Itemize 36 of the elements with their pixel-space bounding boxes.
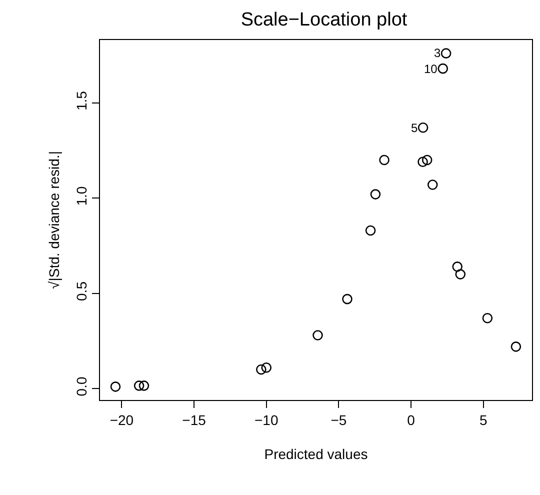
x-axis-title: Predicted values bbox=[264, 446, 368, 462]
y-axis-title: √|Std. deviance resid.| bbox=[46, 151, 62, 289]
y-tick-label: 0.0 bbox=[73, 376, 90, 396]
point bbox=[110, 382, 121, 392]
point bbox=[455, 269, 466, 280]
point bbox=[138, 380, 150, 391]
point bbox=[427, 180, 438, 190]
x-tick-label: −5 bbox=[330, 412, 347, 428]
annotation: 5 bbox=[411, 121, 418, 135]
y-tick-label: 0.5 bbox=[73, 281, 90, 301]
point bbox=[342, 294, 352, 304]
chart-title: Scale−Location plot bbox=[240, 10, 408, 31]
y-tick-label: 1.5 bbox=[73, 90, 90, 110]
point bbox=[134, 380, 144, 391]
x-tick-label: 0 bbox=[407, 412, 416, 428]
annotation: 10 bbox=[424, 62, 438, 76]
point bbox=[261, 362, 272, 373]
point bbox=[438, 63, 448, 74]
point bbox=[370, 189, 381, 200]
point bbox=[365, 225, 376, 236]
point bbox=[422, 154, 432, 166]
point bbox=[418, 156, 428, 168]
point bbox=[418, 122, 428, 133]
x-tick-label: −20 bbox=[110, 412, 134, 428]
x-tick-label: 5 bbox=[479, 412, 488, 428]
point bbox=[379, 154, 390, 166]
point bbox=[510, 342, 522, 352]
point bbox=[452, 262, 462, 272]
x-tick-label: −15 bbox=[182, 412, 206, 428]
annotation: 3 bbox=[434, 46, 441, 60]
point bbox=[256, 364, 266, 375]
point bbox=[482, 312, 493, 324]
y-tick-label: 1.0 bbox=[73, 186, 90, 206]
x-tick-label: −10 bbox=[254, 412, 278, 428]
point bbox=[440, 48, 452, 58]
point bbox=[312, 330, 323, 340]
